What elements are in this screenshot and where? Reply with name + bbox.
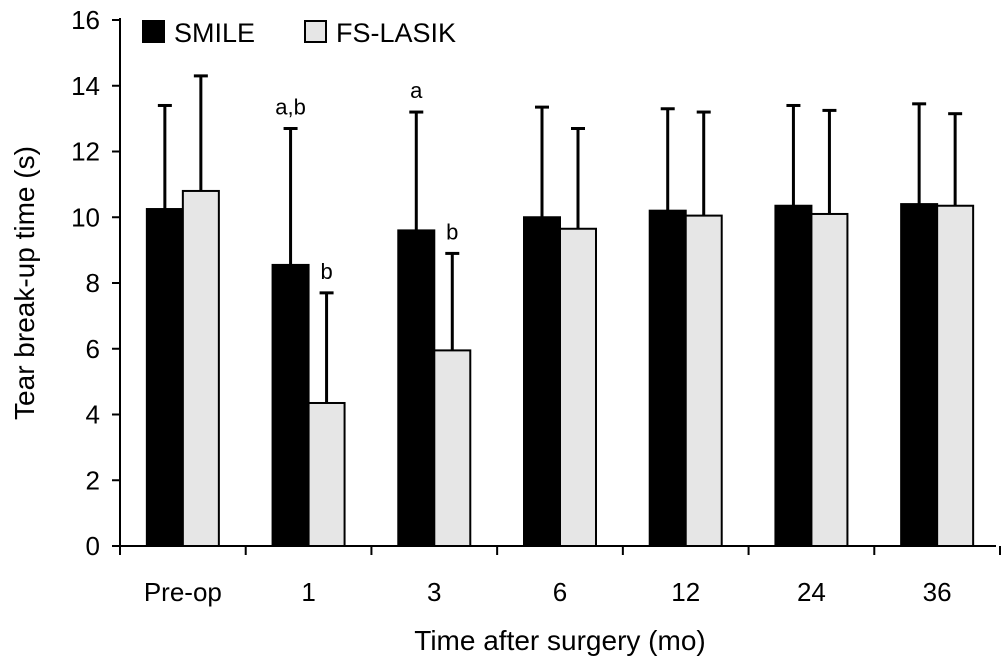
y-tick-label: 10 [71,202,100,232]
legend-label-smile: SMILE [174,18,255,48]
annotation-smile-2: a [410,78,423,103]
annotation-fs-lasik-1: b [320,259,332,284]
x-tick-label: 3 [427,577,441,607]
x-axis-title: Time after surgery (mo) [414,625,705,656]
bar-smile-0 [145,208,184,547]
y-tick-label: 6 [86,334,100,364]
bar-smile-1 [271,263,310,547]
bar-smile-6 [900,203,939,547]
annotation-smile-1: a,b [275,94,306,119]
x-tick-label: 1 [301,577,315,607]
bar-fs-lasik-3 [559,227,597,547]
x-tick-label: 6 [553,577,567,607]
bar-fs-lasik-4 [684,214,723,547]
bar-smile-2 [397,229,436,547]
y-axis-title: Tear break-up time (s) [9,146,40,420]
bars-layer: a,b b a b [145,74,975,548]
bar-fs-lasik-0 [181,189,220,547]
y-tick-label: 12 [71,137,100,167]
legend-swatch-fs-lasik [304,20,327,43]
legend-label-fs-lasik: FS-LASIK [336,18,456,48]
y-tick-label: 2 [86,465,100,495]
y-tick-label: 16 [71,5,100,35]
bar-smile-3 [523,216,561,547]
bar-fs-lasik-6 [936,204,975,547]
bar-smile-5 [774,204,813,547]
bar-fs-lasik-2 [433,349,472,547]
x-tick-label: Pre-op [144,577,222,607]
bar-fs-lasik-5 [810,212,849,547]
y-tick-label: 14 [71,71,100,101]
legend-swatch-smile [142,20,165,43]
x-tick-label: 36 [923,577,952,607]
annotation-fs-lasik-2: b [446,219,458,244]
y-tick-label: 4 [86,400,100,430]
bar-fs-lasik-1 [307,401,346,547]
y-tick-label: 8 [86,268,100,298]
legend: SMILE FS-LASIK [142,18,456,48]
bar-smile-4 [648,209,687,548]
y-tick-label: 0 [86,531,100,561]
x-tick-label: 24 [797,577,826,607]
x-tick-label: 12 [671,577,700,607]
